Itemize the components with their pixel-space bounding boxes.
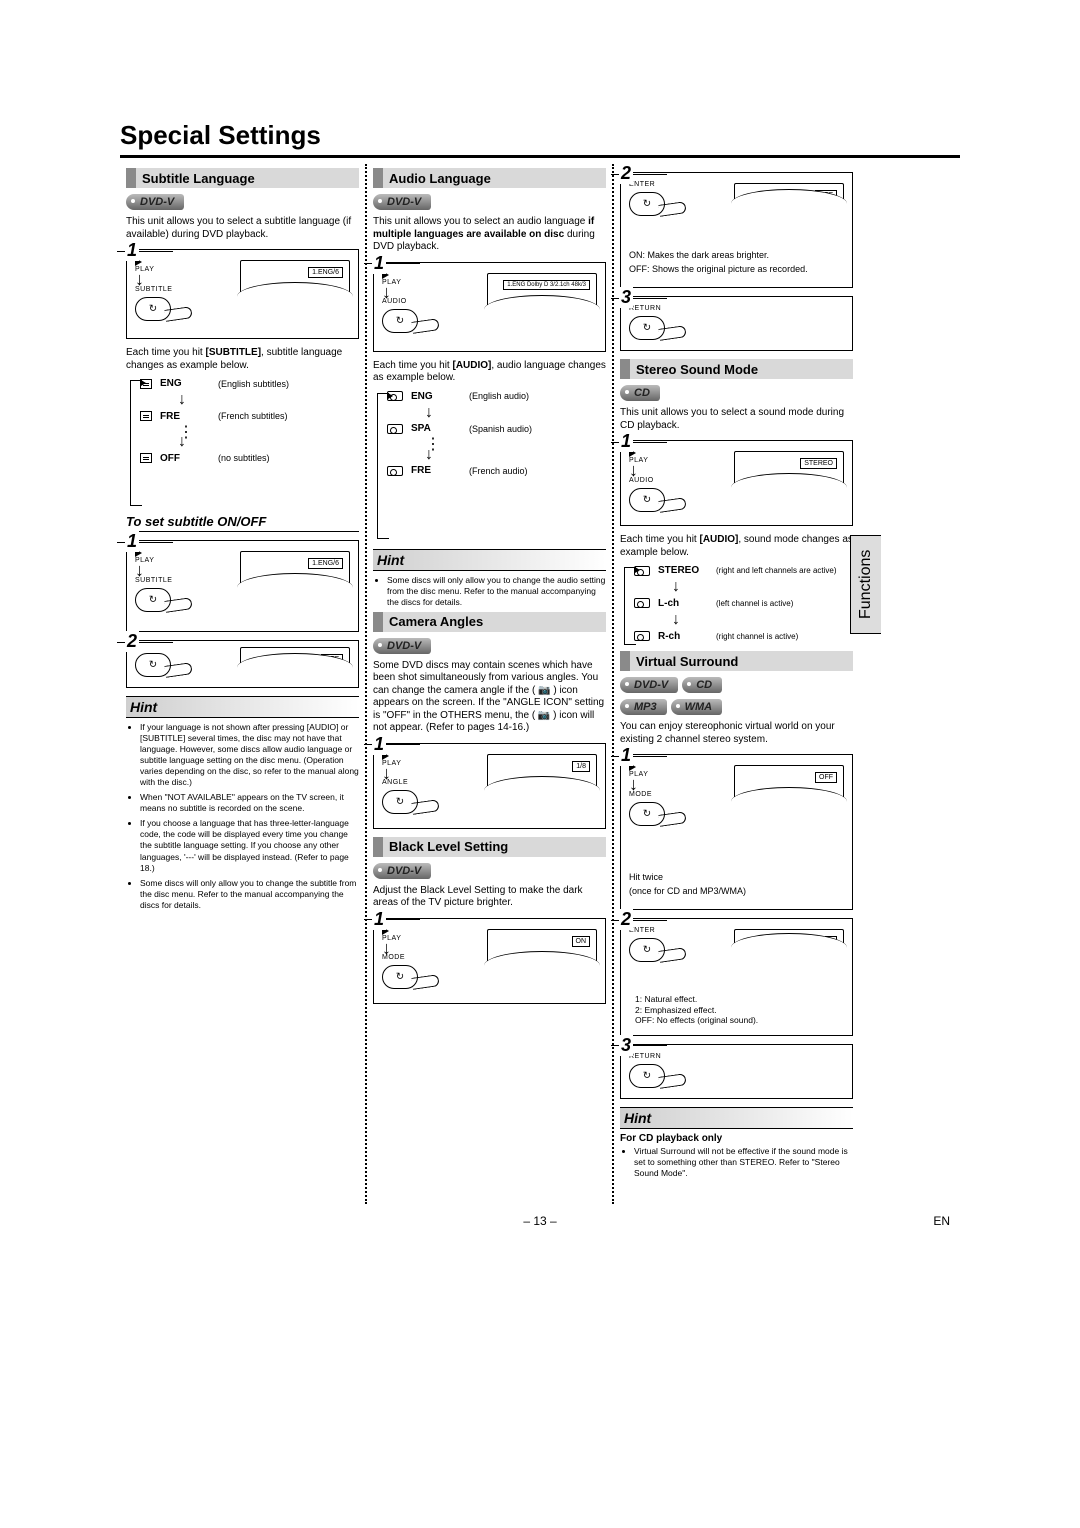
section-camera-angles: Camera Angles — [373, 612, 606, 632]
page-number: – 13 – — [0, 1214, 1080, 1228]
hint-header: Hint — [620, 1107, 853, 1129]
column-1: Subtitle Language DVD-V This unit allows… — [120, 164, 365, 1204]
step-stereo: 1 PLAY ↓ AUDIO ↻ STEREO — [620, 440, 853, 526]
title-rule — [120, 155, 960, 158]
hint-header: Hint — [126, 696, 359, 718]
step-virtual-1: 1 PLAY ↓ MODE ↻ OFF Hit twice (once for … — [620, 754, 853, 910]
step-1b-box: 1 PLAY ↓ SUBTITLE ↻ 1.ENG/6 — [126, 540, 359, 632]
subtitle-icon — [140, 379, 152, 389]
side-tab-functions: Functions — [850, 535, 881, 634]
after-step-text: Each time you hit [SUBTITLE], subtitle l… — [126, 347, 359, 372]
tv-icon: 1.ENG/6 — [240, 260, 350, 308]
lang-code: ENG — [160, 378, 210, 389]
step-black: 1 PLAY ↓ MODE ↻ ON — [373, 918, 606, 1004]
remote-icon: ↻ — [135, 297, 171, 321]
lang-marker: EN — [933, 1214, 950, 1228]
step-virtual-2: 2 ENTER ↻ 1 1: Natural effect. 2: Emphas… — [620, 918, 853, 1036]
intro-text: This unit allows you to select an audio … — [373, 216, 606, 254]
section-subtitle-language: Subtitle Language — [126, 168, 359, 188]
column-2: Audio Language DVD-V This unit allows yo… — [367, 164, 612, 1204]
step-virtual-3: 3 RETURN ↻ — [620, 1044, 853, 1099]
section-audio-language: Audio Language — [373, 168, 606, 188]
audio-icon — [387, 391, 403, 401]
dvd-badge: DVD-V — [373, 194, 431, 210]
subheading-toset: To set subtitle ON/OFF — [126, 514, 359, 532]
camera-intro: Some DVD discs may contain scenes which … — [373, 660, 606, 735]
page-title: Special Settings — [120, 120, 960, 151]
osd-text: 1.ENG/6 — [308, 267, 343, 278]
content-columns: Subtitle Language DVD-V This unit allows… — [120, 164, 960, 1204]
section-title: Subtitle Language — [136, 168, 359, 188]
step-1-box: 1 PLAY ↓ SUBTITLE ↻ 1.ENG/6 — [126, 249, 359, 339]
hint-list: If your language is not shown after pres… — [126, 722, 359, 911]
hint-sub: For CD playback only — [620, 1133, 853, 1144]
dvd-badge: DVD-V — [126, 194, 184, 210]
step-1-audio: 1 PLAY ↓ AUDIO ↻ 1.ENG Dolby D 3/2.1ch 4… — [373, 262, 606, 352]
step-camera: 1 PLAY ↓ ANGLE ↻ 1/8 — [373, 743, 606, 829]
subtitle-label: SUBTITLE — [135, 286, 172, 293]
section-black-level: Black Level Setting — [373, 837, 606, 857]
column-3: 2 ENTER ↻ OFF ON: Makes the dark areas b… — [614, 164, 859, 1204]
step-2-blacklevel: 2 ENTER ↻ OFF ON: Makes the dark areas b… — [620, 172, 853, 288]
lang-desc: (English subtitles) — [218, 379, 289, 389]
intro-text: This unit allows you to select a subtitl… — [126, 216, 359, 241]
hint-header: Hint — [373, 549, 606, 571]
step-3-return: 3 RETURN ↻ — [620, 296, 853, 351]
section-stereo-sound: Stereo Sound Mode — [620, 359, 853, 379]
section-virtual-surround: Virtual Surround — [620, 651, 853, 671]
step-2-box: 2 ↻ OFF — [126, 640, 359, 688]
